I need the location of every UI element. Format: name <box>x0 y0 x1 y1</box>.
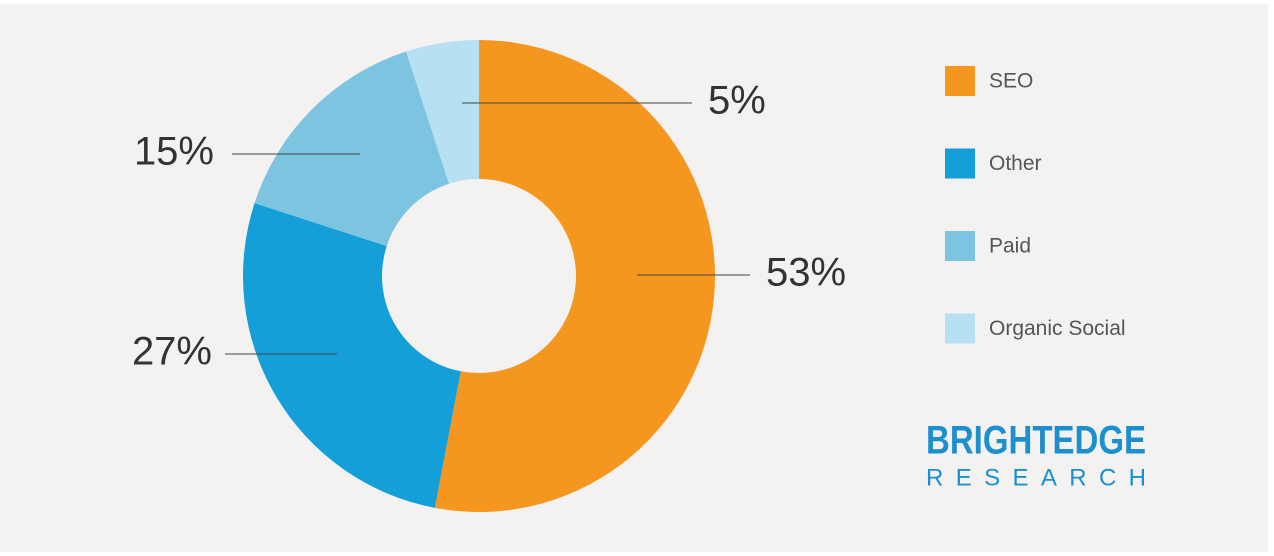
slice <box>254 51 450 247</box>
legend-label: Organic Social <box>989 317 1126 340</box>
legend-swatch <box>945 313 975 344</box>
value-label: 27% <box>132 330 212 374</box>
slice <box>243 203 461 508</box>
legend-swatch <box>945 231 975 261</box>
legend-label: Other <box>989 152 1042 175</box>
legend-label: SEO <box>989 70 1033 93</box>
value-label: 53% <box>766 251 846 295</box>
value-label: 5% <box>708 79 766 123</box>
value-label: 15% <box>134 130 214 174</box>
legend-swatch <box>945 148 975 179</box>
legend-label: Paid <box>989 235 1031 258</box>
slice <box>434 40 716 512</box>
slice <box>406 40 479 184</box>
legend-swatch <box>945 66 975 96</box>
logo-name: BRIGHTEDGE <box>926 419 1146 463</box>
